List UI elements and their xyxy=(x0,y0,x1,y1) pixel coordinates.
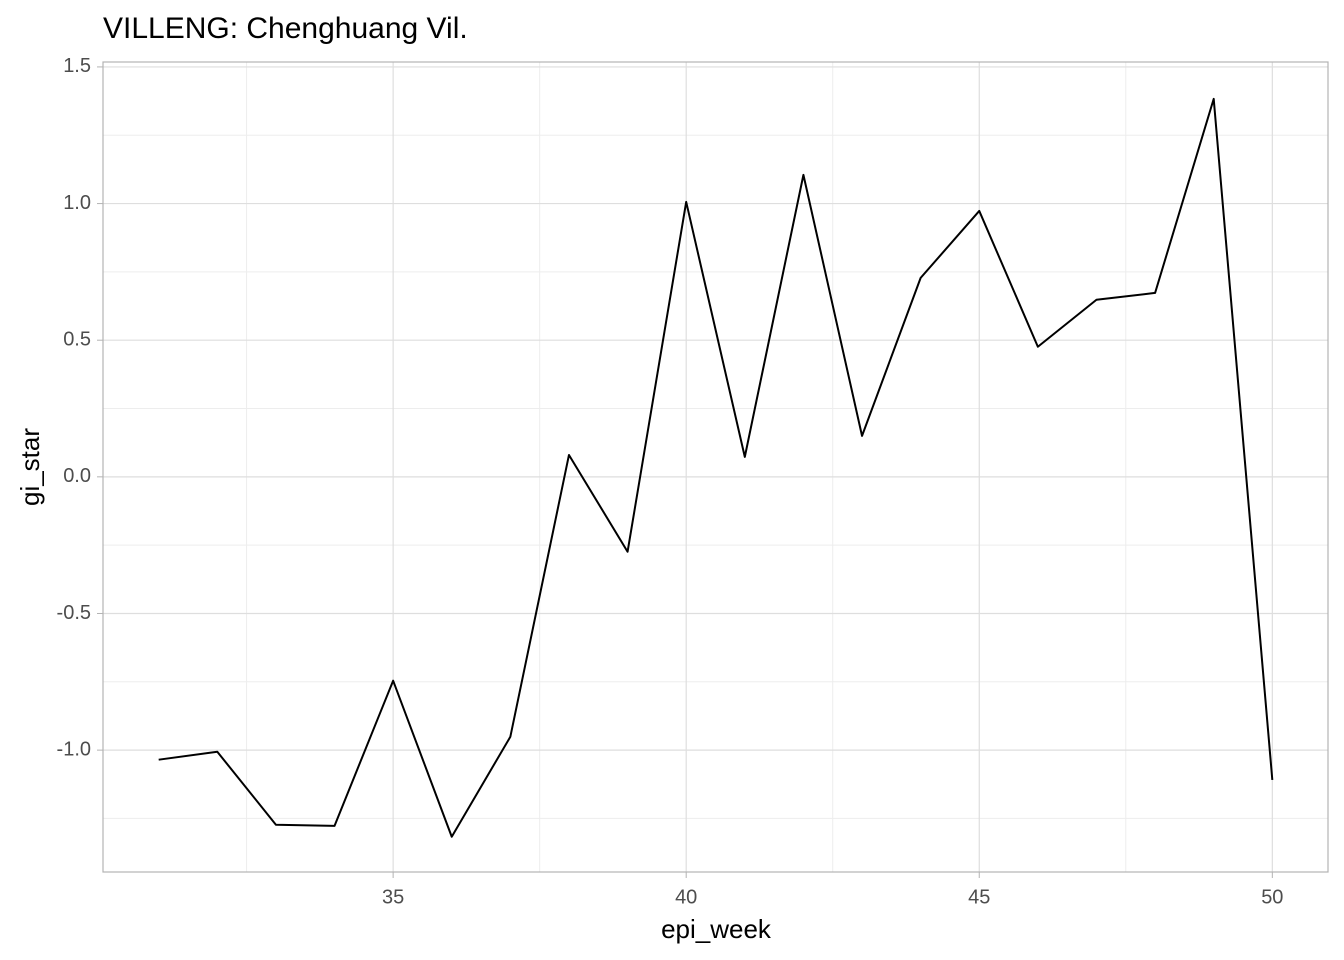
x-tick-label: 35 xyxy=(382,886,404,908)
y-tick-label: 0.5 xyxy=(63,328,91,350)
x-tick-label: 45 xyxy=(968,886,990,908)
chart-title: VILLENG: Chenghuang Vil. xyxy=(103,12,468,45)
x-tick-label: 40 xyxy=(675,886,697,908)
line xyxy=(158,97,1274,838)
y-tick-label: 0.0 xyxy=(63,465,91,487)
panel-border xyxy=(102,61,1329,873)
y-tick-label: 1.5 xyxy=(63,55,91,77)
y-tick-label: 1.0 xyxy=(63,192,91,214)
x-axis-title: epi_week xyxy=(661,914,772,944)
y-tick-label: -0.5 xyxy=(57,602,91,624)
x-tick-label: 50 xyxy=(1261,886,1283,908)
y-tick-label: -1.0 xyxy=(57,738,91,760)
y-axis-title: gi_star xyxy=(15,428,45,506)
